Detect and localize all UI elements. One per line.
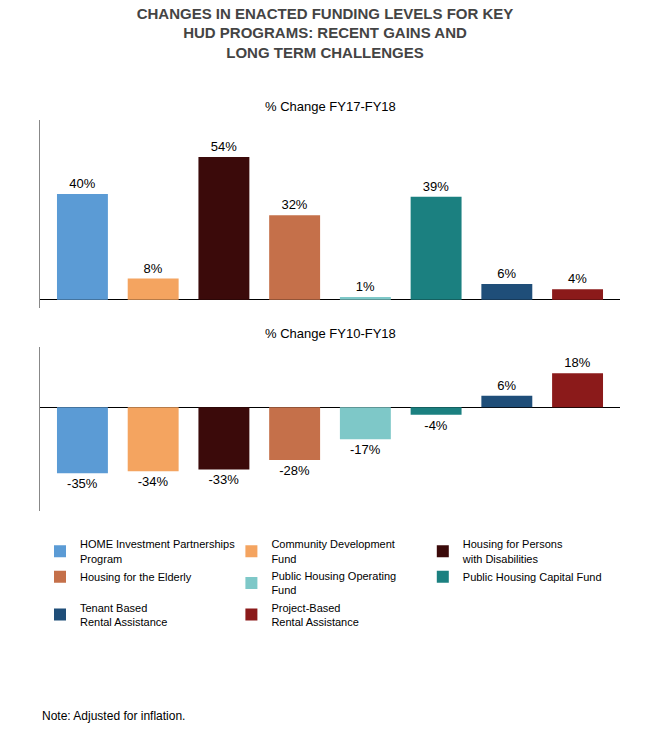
svg-text:6%: 6% bbox=[497, 378, 516, 393]
svg-text:Note: Adjusted for inflation.: Note: Adjusted for inflation. bbox=[42, 709, 185, 723]
svg-text:-34%: -34% bbox=[138, 474, 169, 489]
svg-text:Project-BasedRental Assistance: Project-BasedRental Assistance bbox=[271, 602, 358, 628]
svg-text:1%: 1% bbox=[356, 279, 375, 294]
svg-text:Tenant BasedRental Assistance: Tenant BasedRental Assistance bbox=[80, 602, 167, 628]
svg-text:Housing for Personswith Disabi: Housing for Personswith Disabilities bbox=[462, 538, 563, 564]
svg-text:-17%: -17% bbox=[350, 442, 381, 457]
svg-text:8%: 8% bbox=[144, 261, 163, 276]
svg-text:-33%: -33% bbox=[209, 472, 240, 487]
svg-text:-4%: -4% bbox=[424, 418, 448, 433]
svg-text:% Change FY10-FY18: % Change FY10-FY18 bbox=[265, 326, 396, 341]
svg-text:Housing for the Elderly: Housing for the Elderly bbox=[80, 571, 192, 583]
svg-text:-35%: -35% bbox=[67, 476, 98, 491]
svg-text:4%: 4% bbox=[568, 271, 587, 286]
svg-text:54%: 54% bbox=[211, 139, 237, 154]
svg-text:39%: 39% bbox=[423, 179, 449, 194]
svg-text:-28%: -28% bbox=[279, 463, 310, 478]
svg-text:18%: 18% bbox=[564, 355, 590, 370]
svg-text:% Change FY17-FY18: % Change FY17-FY18 bbox=[265, 99, 396, 114]
svg-text:6%: 6% bbox=[497, 266, 516, 281]
svg-text:CHANGES IN ENACTED FUNDING LEV: CHANGES IN ENACTED FUNDING LEVELS FOR KE… bbox=[137, 5, 514, 61]
svg-text:32%: 32% bbox=[281, 197, 307, 212]
svg-text:HOME Investment PartnershipsPr: HOME Investment PartnershipsProgram bbox=[80, 538, 235, 564]
svg-text:Community DevelopmentFund: Community DevelopmentFund bbox=[271, 538, 395, 564]
svg-text:Public Housing OperatingFund: Public Housing OperatingFund bbox=[271, 570, 396, 596]
svg-text:40%: 40% bbox=[69, 176, 95, 191]
svg-text:Public Housing Capital Fund: Public Housing Capital Fund bbox=[463, 571, 602, 583]
